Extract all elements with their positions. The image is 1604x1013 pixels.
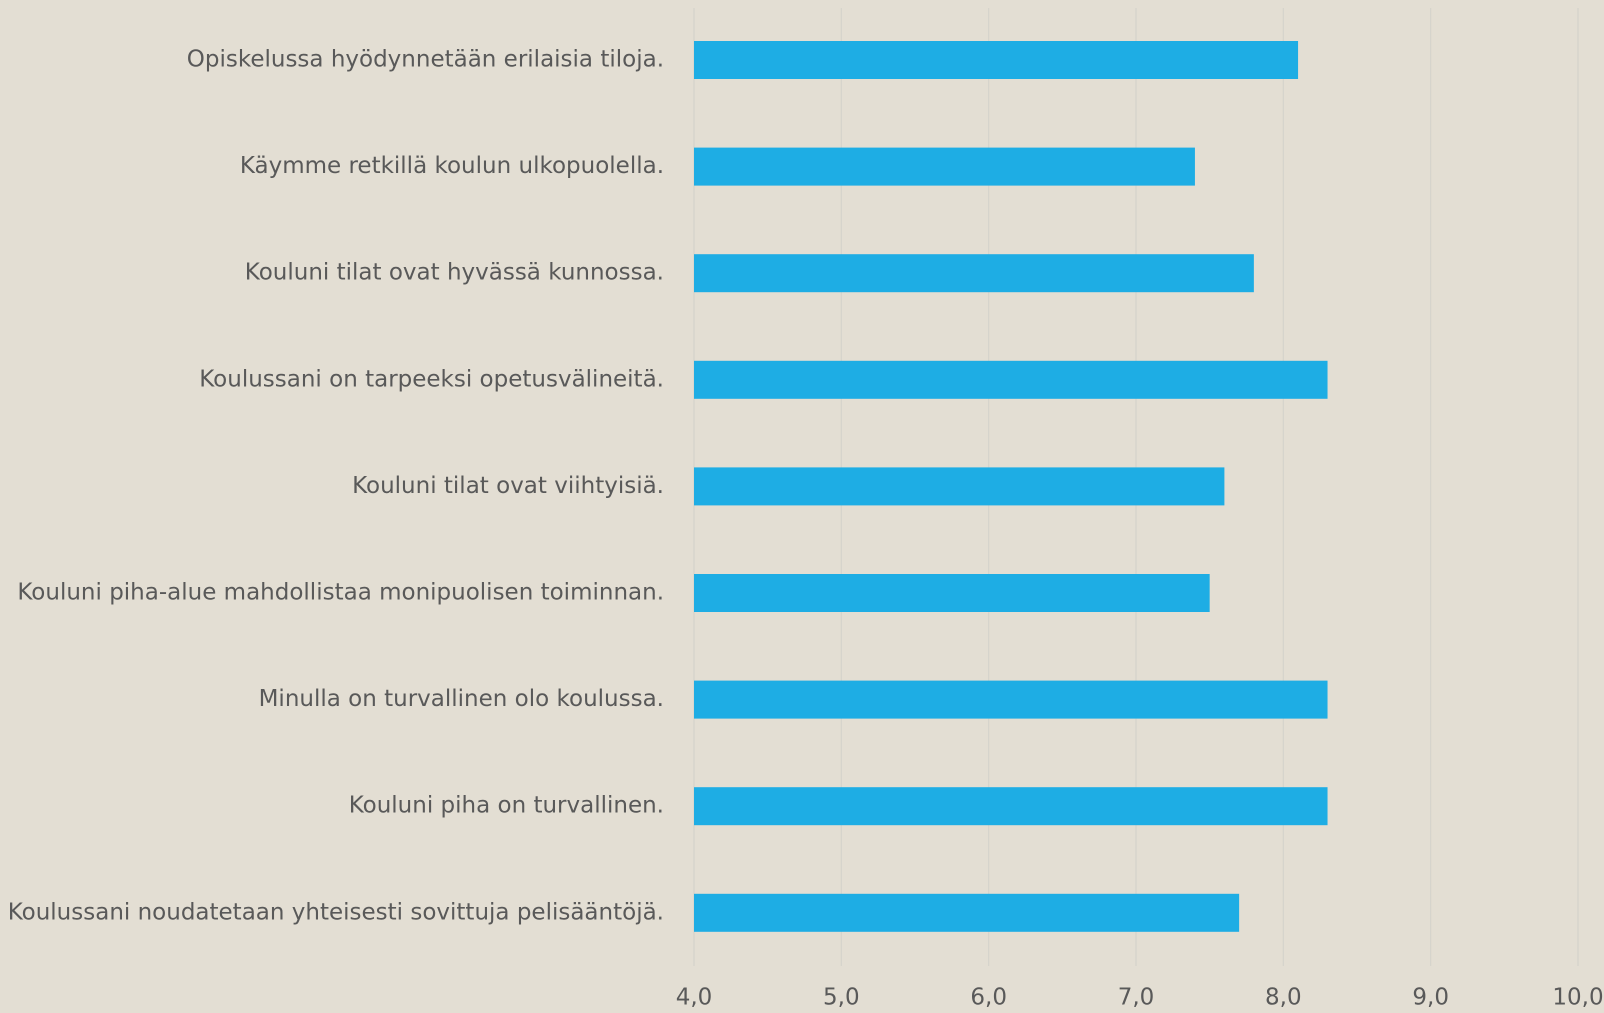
bar <box>694 147 1195 186</box>
bar <box>694 893 1240 932</box>
bar <box>694 360 1328 399</box>
y-tick-label: Koulussani on tarpeeksi opetusvälineitä. <box>199 366 664 392</box>
y-tick-label: Kouluni tilat ovat hyvässä kunnossa. <box>245 260 664 286</box>
y-tick-label: Kouluni tilat ovat viihtyisiä. <box>352 473 664 499</box>
bar <box>694 574 1210 612</box>
bar <box>694 680 1328 719</box>
x-tick-label: 8,0 <box>1265 985 1302 1011</box>
x-tick-label: 9,0 <box>1412 985 1449 1011</box>
y-tick-label: Minulla on turvallinen olo koulussa. <box>259 686 664 712</box>
x-tick-label: 10,0 <box>1552 985 1603 1011</box>
x-tick-label: 5,0 <box>823 985 860 1011</box>
y-tick-label: Käymme retkillä koulun ulkopuolella. <box>240 153 664 179</box>
y-tick-label: Kouluni piha on turvallinen. <box>349 793 664 819</box>
x-tick-label: 4,0 <box>676 985 713 1011</box>
y-tick-label: Koulussani noudatetaan yhteisesti sovitt… <box>8 899 664 925</box>
y-tick-label: Opiskelussa hyödynnetään erilaisia tiloj… <box>187 47 664 73</box>
bar <box>694 41 1299 79</box>
x-tick-label: 6,0 <box>970 985 1007 1011</box>
x-tick-label: 7,0 <box>1118 985 1155 1011</box>
bar <box>694 787 1328 826</box>
y-tick-label: Kouluni piha-alue mahdollistaa monipuoli… <box>17 580 664 606</box>
bar <box>694 467 1225 506</box>
bar <box>694 254 1254 293</box>
